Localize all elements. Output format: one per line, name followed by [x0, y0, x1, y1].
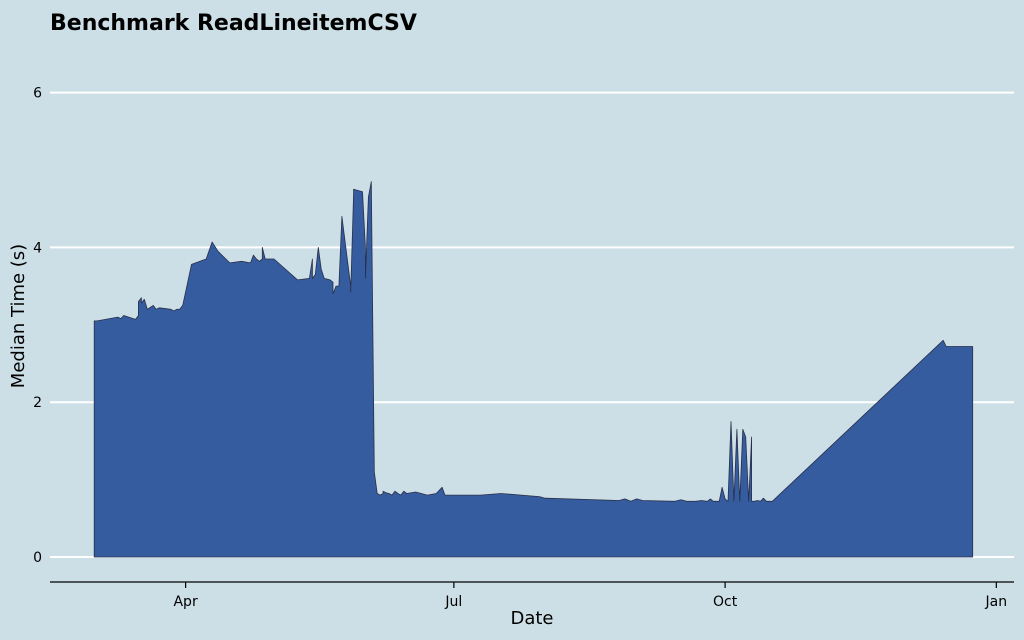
y-tick-labels: 0 2 4 6	[33, 86, 42, 566]
y-tick-label-6: 6	[33, 86, 42, 102]
x-tick-label-apr: Apr	[173, 594, 197, 610]
x-ticks: Apr Jul Oct Jan	[173, 582, 1007, 610]
x-tick-label-jan: Jan	[985, 594, 1008, 610]
y-tick-label-4: 4	[33, 240, 42, 256]
x-tick-label-jul: Jul	[444, 594, 462, 610]
series-area-group	[93, 181, 974, 558]
y-axis-title: Median Time (s)	[8, 244, 29, 388]
x-tick-label-oct: Oct	[713, 594, 738, 610]
y-tick-label-0: 0	[33, 550, 42, 566]
chart-title: Benchmark ReadLineitemCSV	[50, 11, 417, 36]
y-tick-label-2: 2	[33, 395, 42, 411]
x-axis-title: Date	[510, 608, 553, 629]
series-area-0	[93, 181, 974, 558]
